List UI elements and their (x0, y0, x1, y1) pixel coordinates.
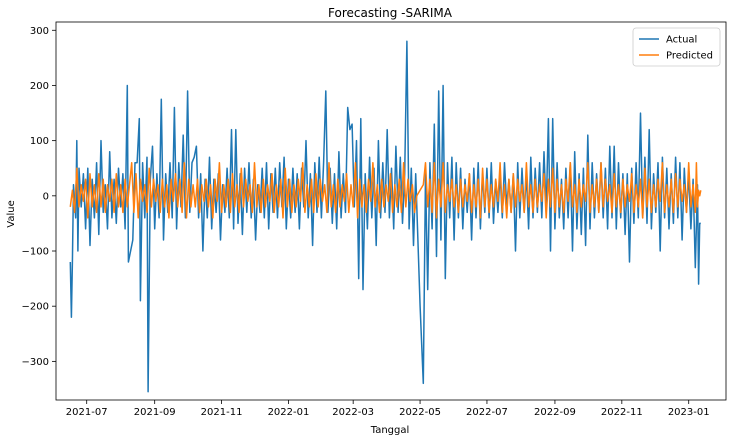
x-tick-label: 2022-05 (399, 407, 441, 418)
x-axis: 2021-07 2021-09 2021-11 2022-01 2022-03 2022-… (66, 400, 710, 418)
y-axis: −300 −200 −100 0 100 200 300 (22, 26, 56, 368)
x-tick-label: 2022-03 (332, 407, 374, 418)
y-tick-label: −100 (22, 247, 49, 258)
legend-label-actual: Actual (666, 35, 697, 46)
x-tick-label: 2021-09 (134, 407, 176, 418)
x-tick-label: 2022-01 (268, 407, 310, 418)
series-layer (69, 40, 702, 393)
y-tick-label: −200 (22, 302, 49, 313)
x-axis-title: Tanggal (370, 425, 410, 436)
legend-label-predicted: Predicted (666, 51, 713, 62)
x-tick-label: 2023-01 (668, 407, 710, 418)
plot-frame (55, 21, 727, 401)
y-tick-label: −300 (22, 357, 49, 368)
legend: Actual Predicted (632, 27, 721, 67)
x-tick-label: 2022-09 (534, 407, 576, 418)
y-tick-label: 100 (30, 136, 49, 147)
x-tick-label: 2022-07 (466, 407, 508, 418)
y-axis-title: Value (6, 200, 17, 227)
y-tick-label: 300 (30, 26, 49, 37)
legend-box (632, 27, 721, 67)
series-line-predicted (69, 161, 702, 219)
y-tick-label: 200 (30, 81, 49, 92)
x-tick-label: 2021-07 (66, 407, 108, 418)
x-tick-label: 2021-11 (201, 407, 243, 418)
chart-title: Forecasting -SARIMA (328, 6, 453, 20)
y-tick-label: 0 (43, 191, 49, 202)
x-tick-label: 2022-11 (601, 407, 643, 418)
